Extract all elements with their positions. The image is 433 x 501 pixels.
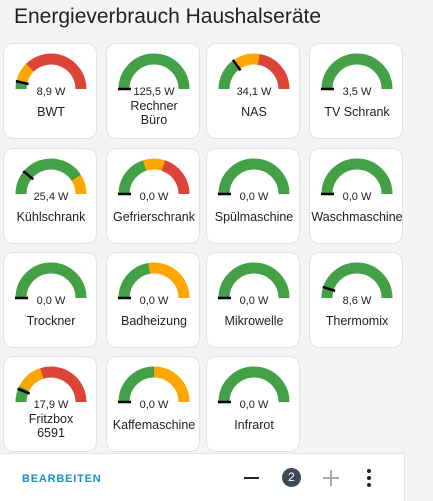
gauge-label: Badheizung (120, 314, 188, 328)
gauge-card[interactable]: 0,0 W Kaffemaschine (106, 356, 200, 452)
gauge-label: Mikrowelle (224, 314, 284, 328)
gauge-label: Infrarot (234, 418, 274, 432)
gauge-value: 25,4 W (33, 191, 69, 203)
gauge-card[interactable]: 0,0 W Mikrowelle (206, 252, 300, 348)
gauge-label: NAS (241, 105, 267, 119)
gauge-segment (218, 366, 290, 403)
gauge-segment (143, 158, 165, 171)
gauge-needle (17, 387, 31, 395)
plus-icon[interactable] (323, 470, 339, 486)
gauge-icon (118, 366, 190, 404)
gauge-card[interactable]: 17,9 W Fritzbox 6591 (3, 356, 97, 452)
gauge-segment (118, 160, 147, 195)
gauge-icon (218, 262, 290, 300)
gauge-segment (218, 158, 290, 195)
gauge-value: 8,6 W (342, 295, 372, 307)
gauge-segment (161, 160, 190, 195)
gauge-value: 8,9 W (36, 86, 66, 98)
gauge-segment (321, 262, 393, 299)
gauge-icon (15, 262, 87, 300)
gauge-icon (118, 53, 190, 91)
gauge-label: TV Schrank (324, 105, 390, 119)
gauge-icon (15, 158, 87, 195)
gauge-value: 0,0 W (239, 191, 269, 203)
gauge-card[interactable]: 25,4 W Kühlschrank (3, 148, 97, 244)
gauge-segment (15, 262, 87, 299)
gauge-segment (118, 53, 190, 90)
gauge-needle (322, 285, 336, 293)
gauge-icon (118, 262, 190, 300)
gauge-segment (321, 158, 393, 195)
card-footer: BEARBEITEN 2 (0, 453, 405, 501)
gauge-icon (321, 158, 393, 196)
count-badge: 2 (282, 468, 301, 487)
gauge-segment (257, 53, 290, 90)
gauge-segment (15, 158, 81, 195)
gauge-segment (71, 174, 87, 195)
gauge-segment (218, 60, 240, 90)
page-title: Energieverbrauch Haushalseräte (14, 5, 322, 28)
gauge-icon (218, 53, 290, 90)
gauge-card[interactable]: 0,0 W Infrarot (206, 356, 300, 452)
gauge-segment (15, 385, 30, 403)
gauge-value: 0,0 W (239, 295, 269, 307)
gauge-segment (321, 53, 393, 90)
gauge-label: Rechner Büro (130, 99, 178, 127)
gauge-label: Trockner (26, 314, 76, 328)
gauge-value: 0,0 W (139, 399, 169, 411)
gauge-segment (148, 262, 190, 299)
gauge-grid: 8,9 W BWT 125,5 W Rechner Büro 34,1 W NAS 3,5 … (3, 43, 403, 452)
gauge-label: Fritzbox 6591 (28, 412, 74, 440)
gauge-value: 3,5 W (342, 86, 372, 98)
gauge-card[interactable]: 8,6 W Thermomix (309, 252, 403, 348)
minus-icon[interactable] (244, 477, 259, 479)
gauge-needle (231, 59, 242, 72)
gauge-label: Thermomix (325, 314, 389, 328)
gauge-segment (118, 262, 151, 299)
gauge-value: 0,0 W (36, 295, 66, 307)
gauge-icon (15, 366, 87, 403)
gauge-value: 0,0 W (239, 399, 269, 411)
gauge-segment (16, 63, 34, 84)
gauge-card[interactable]: 34,1 W NAS (206, 43, 300, 139)
gauge-label: Gefrierschrank (113, 210, 195, 224)
gauge-card[interactable]: 125,5 W Rechner Büro (106, 43, 200, 139)
gauge-segment (218, 262, 290, 299)
gauge-value: 125,5 W (133, 86, 175, 98)
gauge-card[interactable]: 0,0 W Badheizung (106, 252, 200, 348)
gauge-card[interactable]: 0,0 W Gefrierschrank (106, 148, 200, 244)
gauge-label: Kaffemaschine (112, 418, 196, 432)
gauge-label: Kühlschrank (16, 210, 86, 224)
gauge-segment (118, 366, 155, 403)
gauge-icon (118, 158, 190, 196)
gauge-label: BWT (37, 105, 65, 119)
gauge-icon (218, 366, 290, 404)
gauge-segment (19, 368, 44, 392)
gauge-segment (153, 366, 190, 403)
gauge-needle (15, 79, 29, 86)
gauge-segment (25, 53, 87, 90)
edit-button[interactable]: BEARBEITEN (22, 473, 102, 485)
gauge-label: Waschmaschine (311, 210, 403, 224)
gauge-card[interactable]: 0,0 W Waschmaschine (309, 148, 403, 244)
gauge-card[interactable]: 8,9 W BWT (3, 43, 97, 139)
gauge-value: 17,9 W (33, 399, 69, 411)
gauge-label: Spülmaschine (214, 210, 294, 224)
gauge-card[interactable]: 0,0 W Trockner (3, 252, 97, 348)
gauge-value: 34,1 W (236, 86, 272, 98)
gauge-value: 0,0 W (139, 295, 169, 307)
gauge-needle (22, 170, 35, 181)
gauge-value: 0,0 W (342, 191, 372, 203)
gauge-card[interactable]: 3,5 W TV Schrank (309, 43, 403, 139)
gauge-segment (40, 366, 87, 403)
gauge-icon (218, 158, 290, 196)
gauge-icon (15, 53, 87, 90)
gauge-value: 0,0 W (139, 191, 169, 203)
gauge-segment (233, 53, 260, 70)
gauge-card[interactable]: 0,0 W Spülmaschine (206, 148, 300, 244)
gauge-icon (321, 262, 393, 299)
more-options-icon[interactable] (366, 469, 372, 487)
gauge-icon (321, 53, 393, 91)
